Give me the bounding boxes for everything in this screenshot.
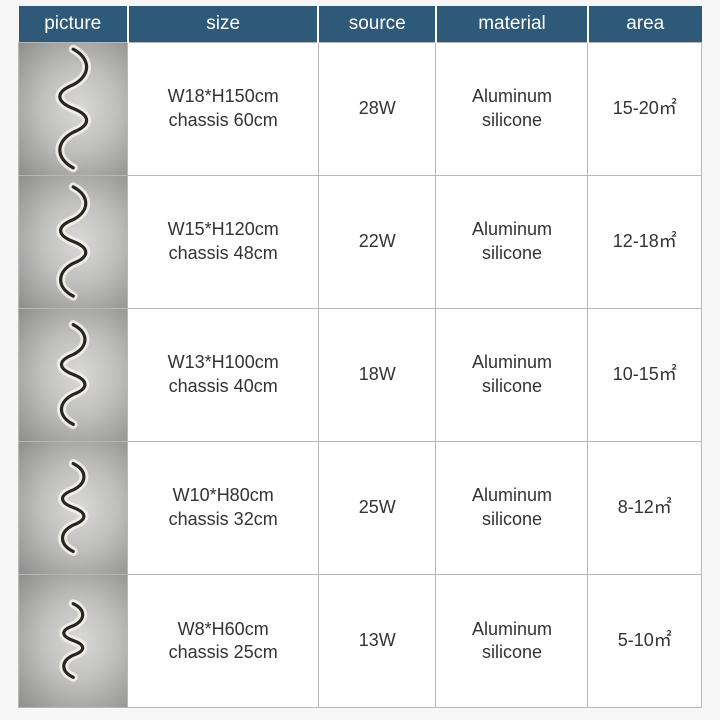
table-row: W18*H150cmchassis 60cm28WAluminumsilicon…: [19, 42, 702, 175]
source-cell: 25W: [318, 441, 436, 574]
source-cell: 13W: [318, 574, 436, 707]
col-header-size: size: [128, 6, 319, 42]
product-picture: [19, 42, 128, 175]
size-dimensions: W15*H120cm: [130, 218, 316, 241]
size-cell: W13*H100cmchassis 40cm: [128, 308, 319, 441]
area-cell: 8-12㎡: [588, 441, 702, 574]
source-cell: 28W: [318, 42, 436, 175]
size-cell: W18*H150cmchassis 60cm: [128, 42, 319, 175]
size-chassis: chassis 48cm: [130, 242, 316, 265]
area-cell: 12-18㎡: [588, 175, 702, 308]
table-row: W13*H100cmchassis 40cm18WAluminumsilicon…: [19, 308, 702, 441]
table-row: W8*H60cmchassis 25cm13WAluminumsilicone5…: [19, 574, 702, 707]
col-header-source: source: [318, 6, 436, 42]
material-line1: Aluminum: [438, 218, 585, 241]
source-cell: 18W: [318, 308, 436, 441]
col-header-area: area: [588, 6, 702, 42]
material-line1: Aluminum: [438, 351, 585, 374]
material-cell: Aluminumsilicone: [436, 308, 588, 441]
size-cell: W8*H60cmchassis 25cm: [128, 574, 319, 707]
wall-lamp-icon: [19, 44, 127, 173]
size-dimensions: W18*H150cm: [130, 85, 316, 108]
table-row: W10*H80cmchassis 32cm25WAluminumsilicone…: [19, 441, 702, 574]
material-line2: silicone: [438, 641, 585, 664]
size-chassis: chassis 40cm: [130, 375, 316, 398]
product-picture: [19, 574, 128, 707]
table-header-row: picture size source material area: [19, 6, 702, 42]
col-header-picture: picture: [19, 6, 128, 42]
size-chassis: chassis 32cm: [130, 508, 316, 531]
material-line2: silicone: [438, 508, 585, 531]
material-cell: Aluminumsilicone: [436, 574, 588, 707]
material-cell: Aluminumsilicone: [436, 441, 588, 574]
area-cell: 10-15㎡: [588, 308, 702, 441]
wall-lamp-icon: [19, 177, 127, 306]
product-picture: [19, 175, 128, 308]
material-cell: Aluminumsilicone: [436, 42, 588, 175]
product-picture: [19, 441, 128, 574]
size-dimensions: W8*H60cm: [130, 618, 316, 641]
material-line1: Aluminum: [438, 484, 585, 507]
material-line1: Aluminum: [438, 85, 585, 108]
material-line2: silicone: [438, 242, 585, 265]
wall-lamp-icon: [19, 576, 127, 705]
material-line1: Aluminum: [438, 618, 585, 641]
size-cell: W10*H80cmchassis 32cm: [128, 441, 319, 574]
col-header-material: material: [436, 6, 588, 42]
source-cell: 22W: [318, 175, 436, 308]
wall-lamp-icon: [19, 310, 127, 439]
material-line2: silicone: [438, 109, 585, 132]
size-dimensions: W10*H80cm: [130, 484, 316, 507]
size-dimensions: W13*H100cm: [130, 351, 316, 374]
size-cell: W15*H120cmchassis 48cm: [128, 175, 319, 308]
wall-lamp-icon: [19, 443, 127, 572]
table-row: W15*H120cmchassis 48cm22WAluminumsilicon…: [19, 175, 702, 308]
area-cell: 15-20㎡: [588, 42, 702, 175]
material-line2: silicone: [438, 375, 585, 398]
material-cell: Aluminumsilicone: [436, 175, 588, 308]
size-chassis: chassis 25cm: [130, 641, 316, 664]
area-cell: 5-10㎡: [588, 574, 702, 707]
product-picture: [19, 308, 128, 441]
spec-table: picture size source material area W18*H1…: [18, 6, 702, 708]
size-chassis: chassis 60cm: [130, 109, 316, 132]
